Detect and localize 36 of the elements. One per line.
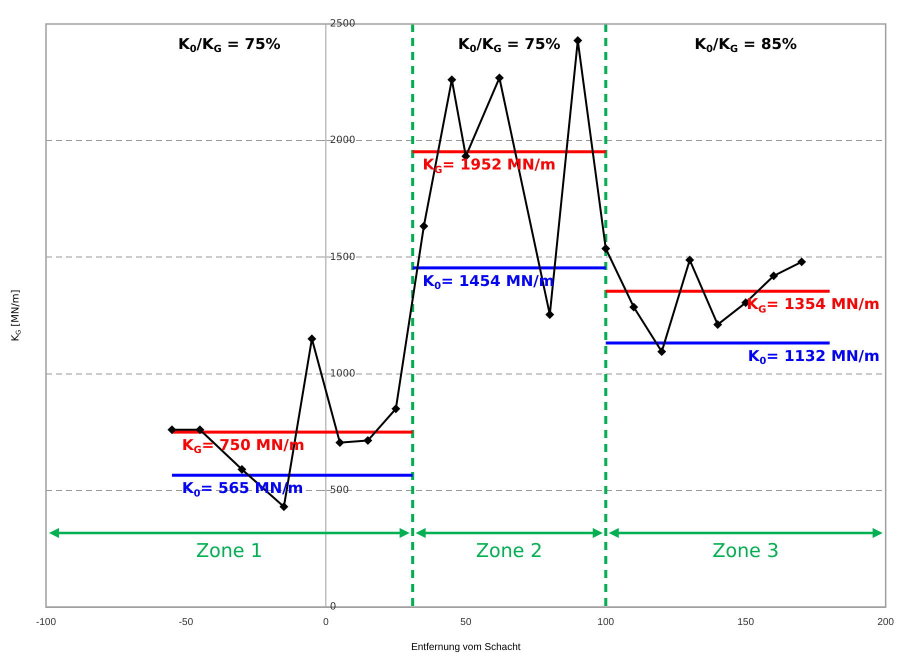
point <box>364 436 372 444</box>
y-tick-label: 1500 <box>330 252 356 263</box>
point <box>336 438 344 447</box>
y-tick-label: 1000 <box>330 368 356 380</box>
point <box>280 502 288 511</box>
x-tick-label: 200 <box>877 616 894 628</box>
point <box>658 348 666 356</box>
annotation: Zone 2 <box>476 540 542 562</box>
point <box>495 74 504 82</box>
x-tick-label: -100 <box>36 616 56 628</box>
y-tick-label: 500 <box>330 484 349 496</box>
x-tick-label: -50 <box>178 616 194 628</box>
x-tick-label: 100 <box>597 616 615 628</box>
y-tick-label: 0 <box>330 602 336 613</box>
point <box>602 244 610 253</box>
point <box>770 272 778 280</box>
point <box>798 258 806 266</box>
point <box>420 222 428 230</box>
x-tick-label: 150 <box>737 616 754 628</box>
point <box>686 256 694 264</box>
x-tick-label: 50 <box>460 616 472 628</box>
point <box>196 426 204 434</box>
point <box>308 334 316 343</box>
annotation: Zone 3 <box>712 540 779 562</box>
point <box>392 404 400 413</box>
y-tick-label: 2500 <box>330 18 356 30</box>
point <box>168 426 176 434</box>
x-axis-title: Entfernung vom Schacht <box>411 642 521 653</box>
point <box>238 465 246 474</box>
annotation: Zone 1 <box>196 540 263 562</box>
y-tick-label: 2000 <box>330 135 356 146</box>
point <box>546 310 554 319</box>
point <box>714 320 722 329</box>
point <box>574 36 582 45</box>
point <box>630 303 638 312</box>
point <box>448 76 456 84</box>
